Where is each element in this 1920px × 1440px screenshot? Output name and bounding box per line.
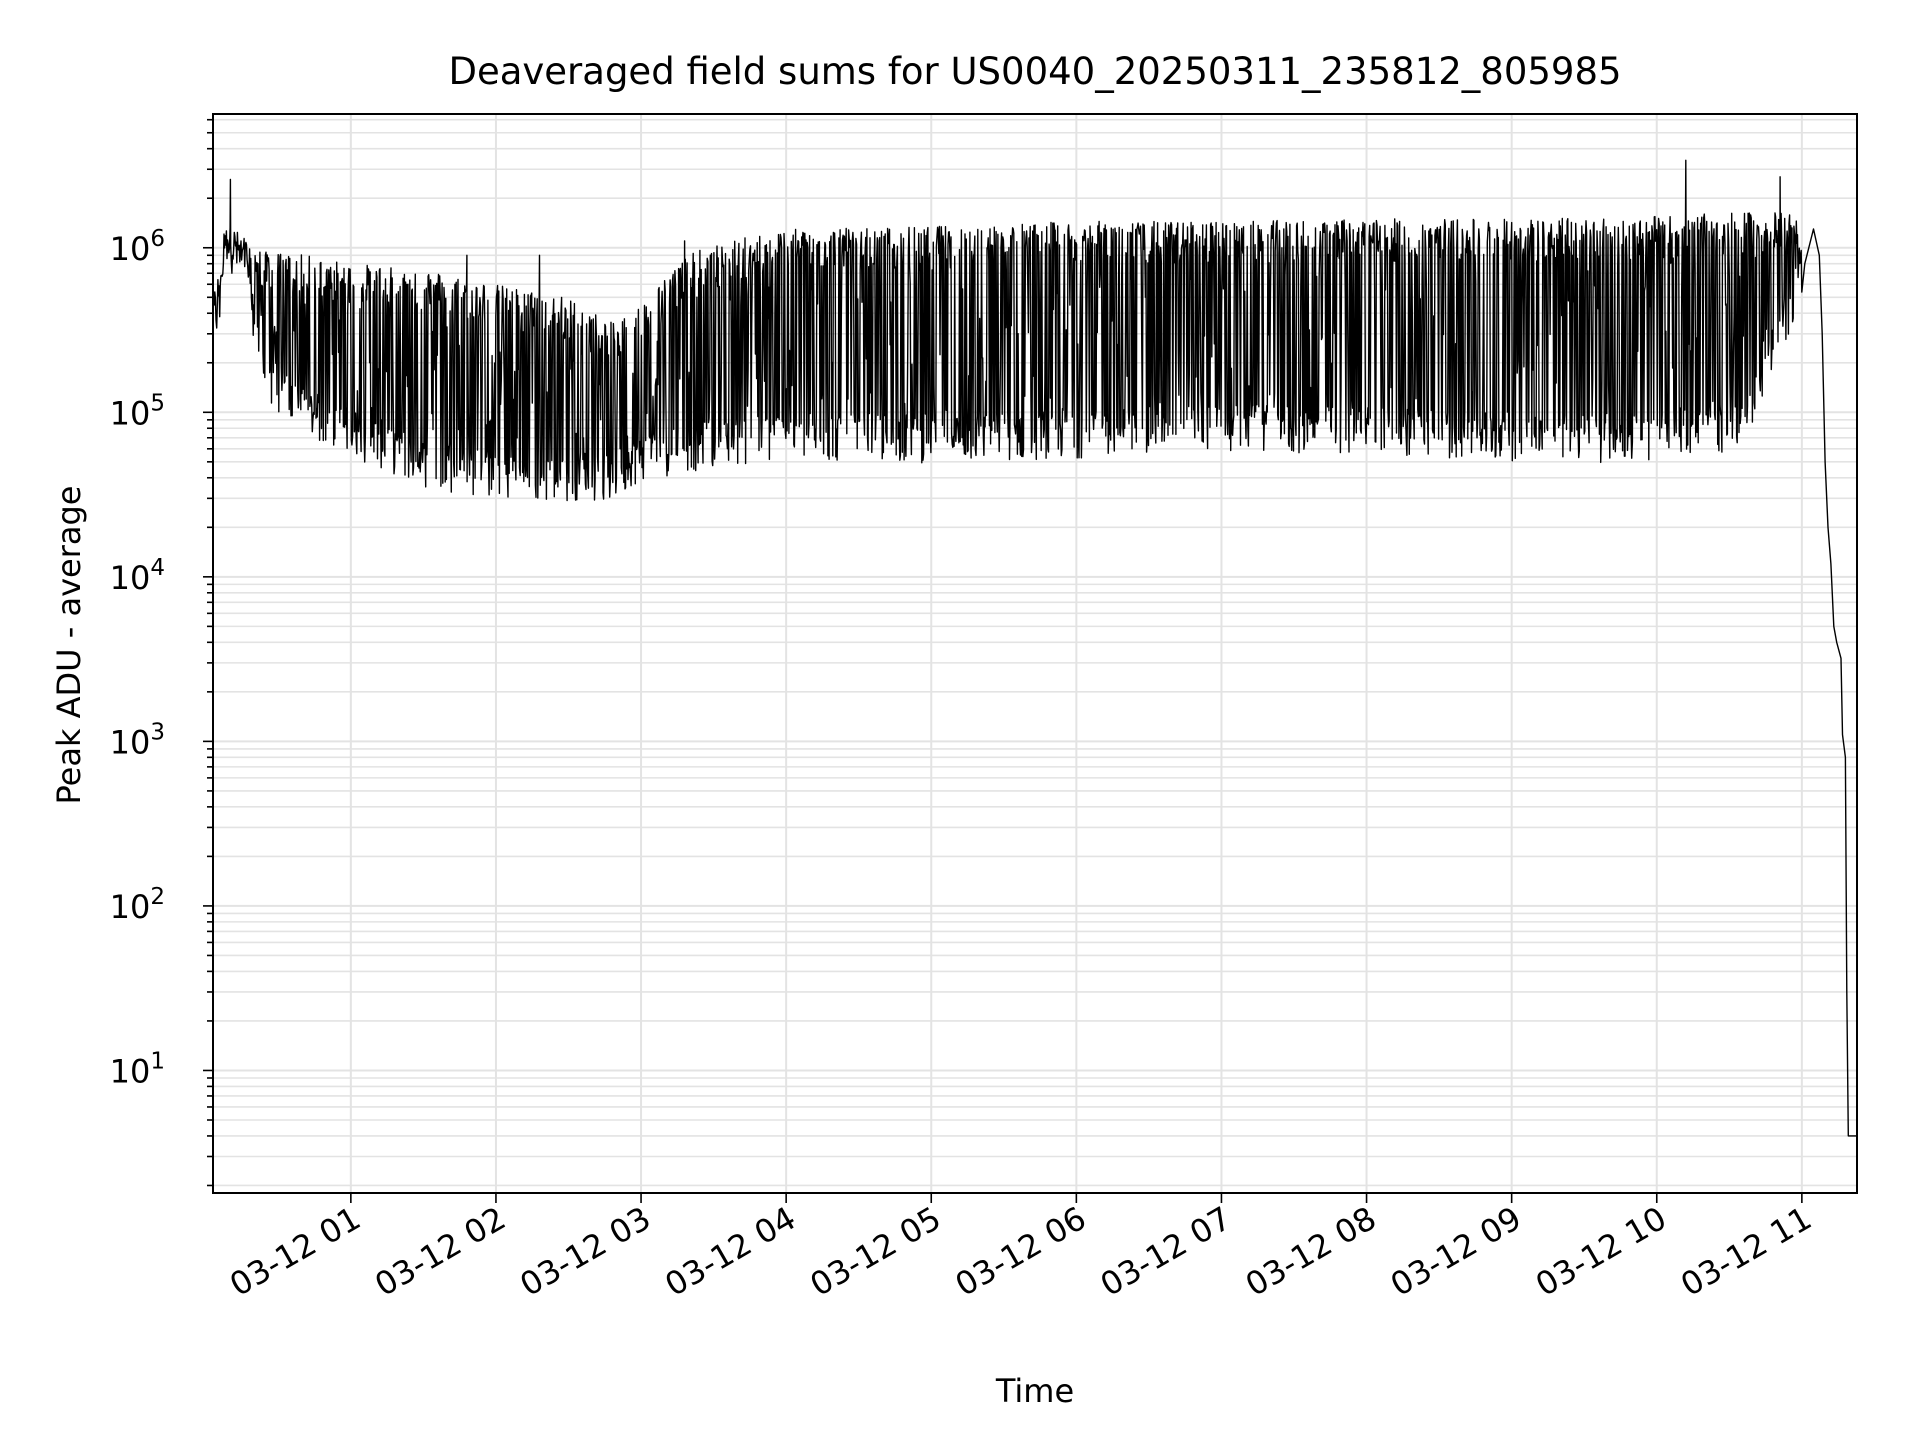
grid-layer [213, 114, 1857, 1193]
chart-title: Deaveraged field sums for US0040_2025031… [448, 50, 1621, 93]
y-tick-label: 101 [110, 1048, 165, 1090]
x-axis-label: Time [995, 1372, 1074, 1410]
plot-frame [212, 113, 1858, 1194]
y-tick-label: 103 [110, 719, 165, 761]
data-layer [212, 159, 1857, 1137]
y-tick-label: 104 [110, 555, 165, 597]
series-line [212, 159, 1857, 1137]
y-axis-label: Peak ADU - average [50, 486, 88, 805]
y-tick-label: 102 [110, 884, 165, 926]
y-tick-label: 105 [110, 390, 165, 432]
y-tick-label: 106 [110, 226, 165, 268]
